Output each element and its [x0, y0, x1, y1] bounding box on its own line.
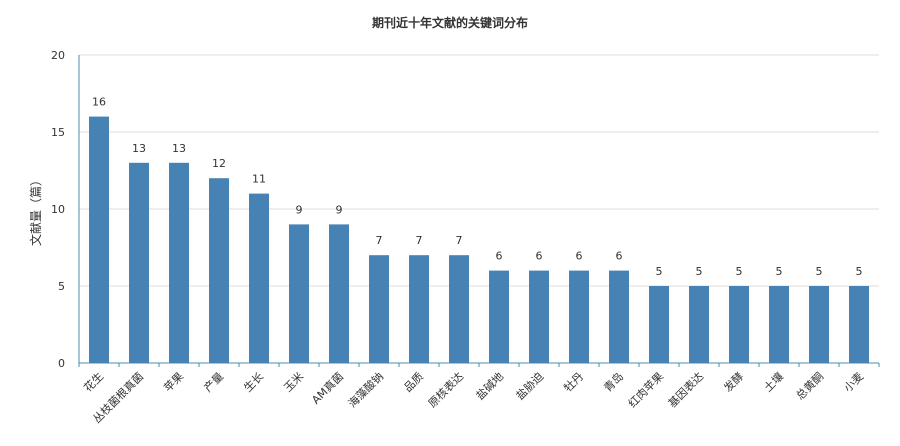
- x-tick-label: 牡丹: [561, 369, 586, 394]
- x-tick-label: 苹果: [161, 369, 186, 394]
- y-tick-label: 20: [51, 49, 65, 62]
- x-tick-label: 生长: [241, 369, 266, 394]
- data-label: 5: [816, 265, 823, 278]
- bar: [529, 270, 549, 363]
- axes: [78, 55, 880, 367]
- data-label: 5: [856, 265, 863, 278]
- data-label: 12: [212, 157, 226, 170]
- bar: [609, 270, 629, 363]
- x-tick-label: 小麦: [841, 370, 866, 395]
- data-label: 6: [576, 250, 583, 263]
- data-label: 16: [92, 96, 106, 109]
- data-label: 9: [336, 203, 343, 216]
- y-tick-label: 5: [58, 280, 65, 293]
- x-tick-label: 基因表达: [665, 369, 706, 410]
- bar: [89, 116, 109, 363]
- bars: [89, 116, 869, 363]
- bar: [329, 224, 349, 363]
- data-label: 6: [616, 250, 623, 263]
- y-tick-labels: 0 5 10 15 20: [51, 49, 65, 370]
- data-label: 5: [736, 265, 743, 278]
- x-tick-label: 品质: [401, 370, 426, 395]
- data-label: 9: [296, 203, 303, 216]
- data-label: 5: [696, 265, 703, 278]
- x-tick-label: 原核表达: [425, 369, 466, 410]
- x-tick-label: 青岛: [601, 369, 626, 394]
- data-label: 6: [496, 250, 503, 263]
- data-label: 6: [536, 250, 543, 263]
- bar: [249, 193, 269, 363]
- x-tick-label: 土壤: [761, 369, 786, 394]
- bar: [769, 286, 789, 363]
- x-tick-label: 总黄酮: [793, 369, 826, 402]
- bar: [449, 255, 469, 363]
- data-label: 7: [376, 234, 383, 247]
- gridlines: [79, 54, 879, 287]
- bar: [569, 270, 589, 363]
- data-label: 5: [656, 265, 663, 278]
- data-label: 11: [252, 173, 266, 186]
- bar: [689, 286, 709, 363]
- y-tick-label: 0: [58, 357, 65, 370]
- bar: [489, 270, 509, 363]
- bar: [809, 286, 829, 363]
- x-tick-label: 花生: [81, 369, 106, 394]
- bar: [849, 286, 869, 363]
- y-tick-label: 15: [51, 126, 65, 139]
- bar: [129, 162, 149, 363]
- data-label: 7: [456, 234, 463, 247]
- bar: [209, 178, 229, 363]
- x-tick-label: 盐碱地: [474, 370, 507, 403]
- bar: [169, 162, 189, 363]
- x-tick-label: 盐胁迫: [513, 369, 546, 402]
- bar: [649, 286, 669, 363]
- data-label: 13: [172, 142, 186, 155]
- data-label: 13: [132, 142, 146, 155]
- bar: [369, 255, 389, 363]
- x-tick-label: 玉米: [281, 370, 306, 395]
- data-label: 5: [776, 265, 783, 278]
- bar: [289, 224, 309, 363]
- x-tick-label: 海藻酸钠: [345, 369, 386, 410]
- bar: [409, 255, 429, 363]
- x-tick-label: 红肉苹果: [625, 369, 666, 410]
- bar: [729, 286, 749, 363]
- data-labels: 16 13 13 12 11 9 9 7 7 7 6 6 6 6 5 5 5 5 5 5: [92, 96, 863, 278]
- data-label: 7: [416, 234, 423, 247]
- x-tick-label: 产量: [201, 369, 226, 394]
- chart-title: 期刊近十年文献的关键词分布: [372, 15, 528, 30]
- x-tick-label: AM真菌: [309, 369, 346, 406]
- y-axis-label: 文献量（篇）: [28, 174, 43, 246]
- x-tick-label: 发酵: [721, 369, 746, 394]
- y-tick-label: 10: [51, 203, 65, 216]
